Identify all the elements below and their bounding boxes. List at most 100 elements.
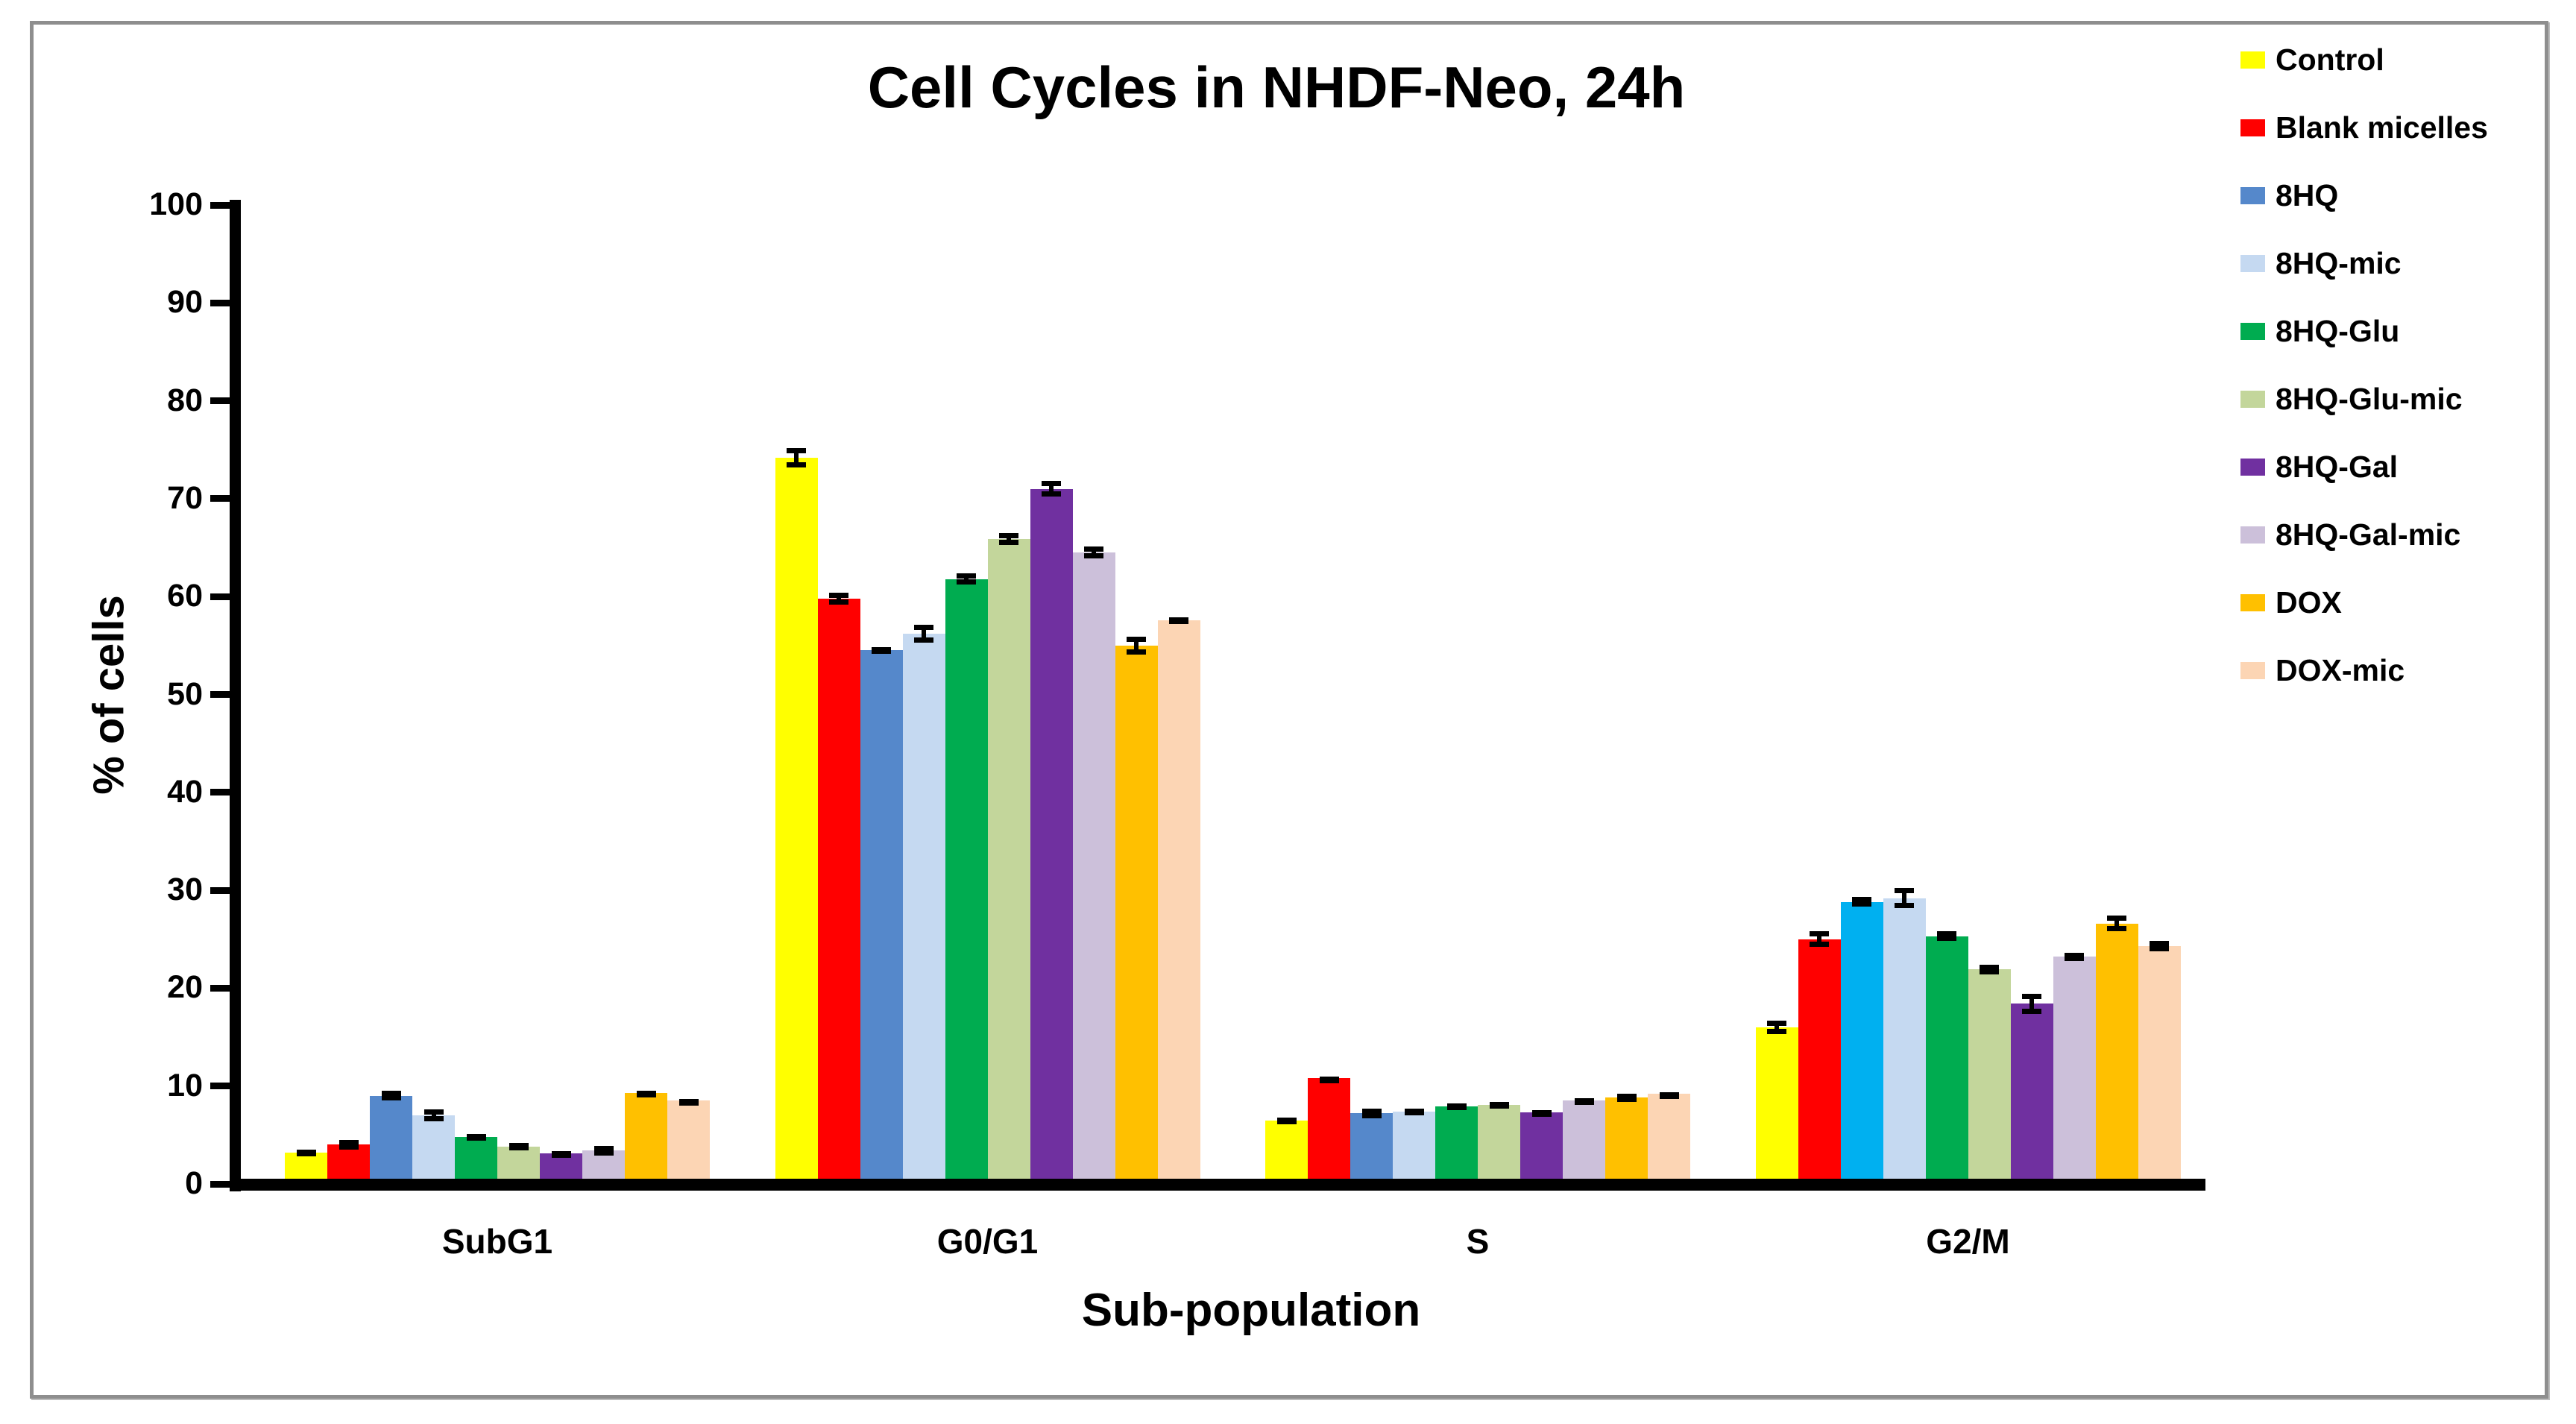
error-bar-cap-bottom <box>1810 942 1829 948</box>
error-bar-S-8HQ-Gal <box>1531 1109 1552 1117</box>
y-tick-mark <box>210 886 230 894</box>
y-axis-line <box>230 200 241 1191</box>
error-bar-cap-bottom <box>338 1144 359 1150</box>
bar-SubG1-8HQ <box>370 1095 412 1184</box>
legend-item-DOX-mic: DOX-mic <box>2240 655 2405 686</box>
legend-swatch-icon <box>2240 391 2265 408</box>
error-bar-cap-bottom <box>1127 649 1146 655</box>
error-bar-cap-top <box>381 1091 401 1097</box>
y-tick-label: 80 <box>167 382 203 418</box>
error-bar-S-8HQ-Gal-mic <box>1574 1098 1594 1106</box>
legend-label: 8HQ-Gal <box>2276 450 2399 484</box>
category-label-SubG1: SubG1 <box>441 1222 553 1261</box>
bar-G2/M-DOX <box>2095 923 2138 1184</box>
error-bar-G0/G1-8HQ-Glu <box>957 573 976 585</box>
bar-G2/M-8HQ-Gal-mic <box>2053 957 2096 1184</box>
error-bar-cap-top <box>2107 916 2126 921</box>
error-bar-cap-bottom <box>1616 1096 1637 1102</box>
error-bar-cap-bottom <box>1042 491 1061 497</box>
error-bar-G0/G1-Control <box>787 447 806 467</box>
error-bar-S-8HQ-Glu <box>1446 1103 1467 1111</box>
error-bar-S-Blank micelles <box>1319 1076 1339 1083</box>
legend-swatch-icon <box>2240 459 2265 476</box>
error-bar-G0/G1-8HQ <box>872 647 891 655</box>
error-bar-cap-top <box>1980 964 1999 970</box>
error-bar-cap-bottom <box>423 1115 444 1121</box>
bar-G2/M-Control <box>1755 1027 1798 1184</box>
error-bar-G0/G1-8HQ-mic <box>914 625 933 643</box>
legend-swatch-icon <box>2240 187 2265 204</box>
category-label-G2/M: G2/M <box>1926 1222 2010 1261</box>
error-bar-cap-bottom <box>1169 618 1188 624</box>
error-bar-G2/M-Control <box>1767 1020 1786 1035</box>
error-bar-cap-bottom <box>999 539 1018 545</box>
y-tick-mark <box>210 1083 230 1090</box>
legend-label: 8HQ <box>2276 178 2339 212</box>
error-bar-G2/M-8HQ-mic <box>1895 888 1914 908</box>
y-tick-label: 90 <box>167 284 203 321</box>
error-bar-G2/M-8HQ-Gal-mic <box>2065 953 2084 961</box>
legend-item-8HQ-Glu-mic: 8HQ-Glu-mic <box>2240 384 2463 415</box>
error-bar-cap-bottom <box>1319 1077 1339 1083</box>
error-bar-cap-top <box>2022 994 2041 1000</box>
legend-item-DOX: DOX <box>2240 587 2342 618</box>
error-bar-cap-bottom <box>1659 1093 1679 1099</box>
error-bar-cap-bottom <box>1937 936 1956 942</box>
error-bar-cap-bottom <box>1084 552 1103 558</box>
error-bar-cap-bottom <box>381 1095 401 1101</box>
legend-item-Control: Control <box>2240 45 2384 75</box>
legend-swatch-icon <box>2240 526 2265 544</box>
error-bar-cap-bottom <box>1531 1111 1552 1117</box>
error-bar-SubG1-DOX <box>636 1091 656 1098</box>
error-bar-cap-bottom <box>1404 1109 1424 1115</box>
bar-G2/M-8HQ-mic <box>1883 898 1926 1184</box>
bar-G0/G1-DOX-mic <box>1157 620 1200 1184</box>
error-bar-line <box>794 447 799 467</box>
bar-G0/G1-8HQ-Gal <box>1030 488 1073 1184</box>
bar-G2/M-8HQ-Glu-mic <box>1968 969 2011 1184</box>
y-tick-label: 40 <box>167 773 203 810</box>
error-bar-cap-bottom <box>551 1153 571 1158</box>
bar-G2/M-8HQ-Gal <box>2010 1004 2053 1184</box>
error-bar-cap-bottom <box>829 599 848 605</box>
legend-swatch-icon <box>2240 662 2265 679</box>
chart-title: Cell Cycles in NHDF-Neo, 24h <box>867 54 1686 120</box>
legend-item-8HQ: 8HQ <box>2240 180 2338 211</box>
bar-SubG1-DOX <box>625 1092 667 1184</box>
error-bar-cap-bottom <box>2150 945 2169 951</box>
error-bar-cap-bottom <box>1852 901 1871 907</box>
error-bar-cap-top <box>2150 941 2169 947</box>
error-bar-cap-top <box>1127 637 1146 643</box>
bar-G2/M-DOX-mic <box>2138 945 2181 1184</box>
bar-S-8HQ-Gal-mic <box>1563 1100 1605 1184</box>
error-bar-G0/G1-8HQ-Gal <box>1042 481 1061 497</box>
y-tick-label: 20 <box>167 969 203 1006</box>
bar-SubG1-8HQ-Glu-mic <box>497 1147 540 1184</box>
error-bar-line <box>1817 931 1821 948</box>
error-bar-cap-bottom <box>1276 1118 1297 1124</box>
legend-item-Blank micelles: Blank micelles <box>2240 113 2488 143</box>
error-bar-cap-bottom <box>1980 969 1999 974</box>
y-tick-label: 50 <box>167 675 203 712</box>
legend-item-8HQ-Gal-mic: 8HQ-Gal-mic <box>2240 520 2460 550</box>
error-bar-SubG1-Control <box>296 1150 316 1157</box>
error-bar-cap-bottom <box>1446 1105 1467 1111</box>
error-bar-line <box>2114 916 2119 932</box>
error-bar-cap-top <box>1852 897 1871 903</box>
legend-swatch-icon <box>2240 119 2265 136</box>
bar-SubG1-Blank micelles <box>327 1144 370 1184</box>
bar-S-Blank micelles <box>1308 1078 1350 1184</box>
bar-G0/G1-8HQ-Glu <box>945 579 988 1184</box>
legend-item-8HQ-mic: 8HQ-mic <box>2240 248 2402 279</box>
bar-G2/M-8HQ <box>1840 901 1883 1184</box>
y-tick-label: 0 <box>185 1165 203 1201</box>
error-bar-S-8HQ-mic <box>1404 1108 1424 1115</box>
error-bar-cap-top <box>957 573 976 579</box>
bar-SubG1-8HQ-mic <box>412 1115 455 1184</box>
error-bar-cap-top <box>1361 1108 1382 1114</box>
error-bar-G0/G1-8HQ-Glu-mic <box>999 532 1018 545</box>
error-bar-SubG1-8HQ-Gal-mic <box>593 1145 614 1156</box>
x-axis-title: Sub-population <box>1081 1285 1421 1336</box>
legend-item-8HQ-Glu: 8HQ-Glu <box>2240 316 2399 347</box>
figure-frame <box>30 21 2548 1399</box>
